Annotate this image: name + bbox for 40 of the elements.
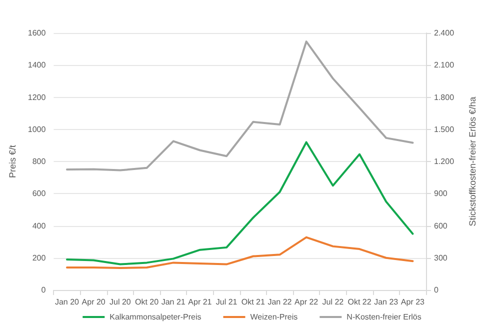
x-tick-label: Apr 21	[188, 298, 212, 306]
x-tick-label: Jul 20	[110, 298, 132, 306]
x-tick-label: Jan 21	[161, 298, 186, 306]
x-tick-label: Jul 21	[216, 298, 238, 306]
y-axis-title: Preis €/t	[8, 144, 18, 178]
legend-label: Weizen-Preis	[250, 312, 298, 322]
x-tick-label: Apr 22	[294, 298, 319, 306]
y-tick-label: 800	[32, 157, 46, 166]
x-tick-label: Jan 23	[374, 298, 399, 306]
y-tick-label: 400	[32, 221, 46, 230]
y2-tick-label: 0	[434, 286, 439, 294]
y2-tick-label: 1.200	[434, 157, 455, 166]
x-tick-label: Apr 23	[400, 298, 426, 306]
x-tick-label: Apr 20	[82, 298, 106, 306]
y-tick-label: 1000	[28, 124, 46, 134]
x-tick-label: Okt 22	[348, 298, 372, 306]
y-tick-label: 0	[41, 286, 46, 294]
y2-tick-label: 600	[434, 221, 448, 230]
line-series	[66, 40, 414, 172]
x-tick-label: Okt 20	[134, 298, 160, 306]
y-tick-label: 600	[32, 189, 46, 198]
y2-tick-label: 1.500	[434, 124, 455, 134]
y2-axis-title: Stickstoffkosten-freier Erlös €/ha	[468, 96, 478, 226]
x-tick-label: Jul 22	[322, 298, 344, 306]
legend-label: Kalkammonsalpeter-Preis	[110, 312, 202, 322]
y-tick-label: 1200	[28, 92, 46, 102]
x-tick-label: Okt 21	[241, 298, 266, 306]
line-series	[66, 141, 414, 266]
x-tick-label: Jan 20	[54, 298, 80, 306]
y2-tick-label: 900	[434, 189, 448, 198]
y-tick-label: 1600	[28, 28, 46, 38]
y2-tick-label: 2.400	[434, 28, 455, 38]
x-tick-label: Jan 22	[268, 298, 292, 306]
y-tick-label: 200	[32, 253, 46, 262]
y2-tick-label: 2.100	[434, 60, 455, 70]
y-tick-label: 1400	[28, 60, 46, 70]
y2-tick-label: 1.800	[434, 92, 455, 102]
line-series	[66, 236, 414, 269]
y2-tick-label: 300	[434, 253, 448, 262]
legend-label: N-Kosten-freier Erlös	[346, 312, 422, 322]
